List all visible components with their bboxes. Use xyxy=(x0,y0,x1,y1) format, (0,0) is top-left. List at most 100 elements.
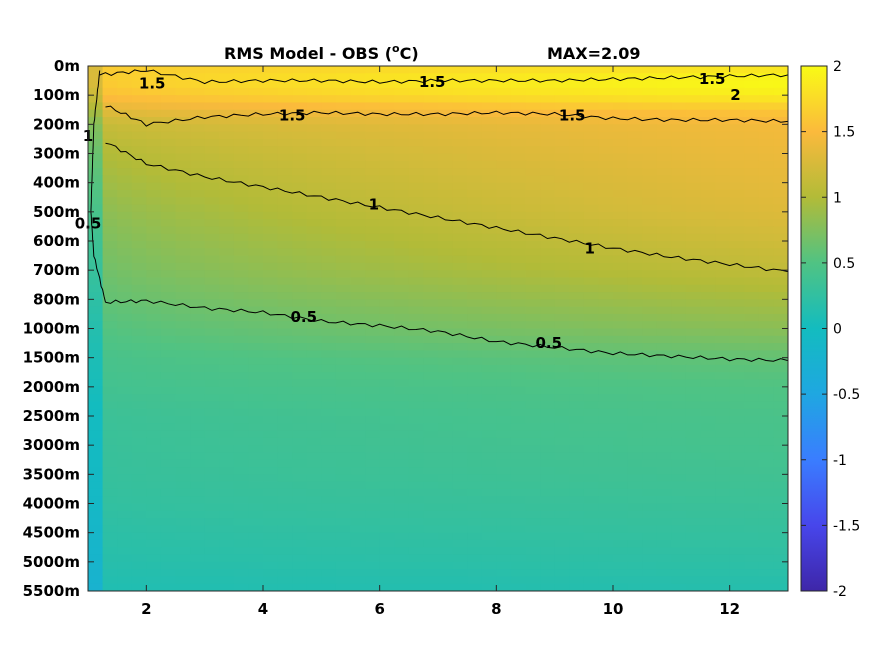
heatmap-cell xyxy=(146,255,162,264)
heatmap-cell xyxy=(88,576,104,585)
heatmap-cell xyxy=(306,437,322,446)
heatmap-cell xyxy=(204,284,220,293)
heatmap-cell xyxy=(467,518,483,526)
heatmap-cell xyxy=(379,561,395,570)
heatmap-cell xyxy=(408,525,425,534)
heatmap-cell xyxy=(292,518,308,526)
heatmap-cell xyxy=(438,364,454,373)
heatmap-cell xyxy=(758,394,775,403)
heatmap-cell xyxy=(438,401,454,410)
heatmap-cell xyxy=(350,372,366,381)
heatmap-cell xyxy=(204,394,220,403)
heatmap-cell xyxy=(729,138,745,147)
heatmap-cell xyxy=(423,233,439,242)
heatmap-cell xyxy=(554,233,570,242)
heatmap-cell xyxy=(481,204,497,213)
heatmap-cell xyxy=(627,182,643,191)
heatmap-cell xyxy=(540,262,556,271)
heatmap-cell xyxy=(88,394,104,403)
heatmap-cell xyxy=(233,350,250,359)
heatmap-cell xyxy=(467,189,483,198)
heatmap-cell xyxy=(408,328,425,337)
heatmap-cell xyxy=(656,554,672,563)
heatmap-cell xyxy=(102,233,118,242)
heatmap-cell xyxy=(292,372,308,381)
heatmap-cell xyxy=(452,95,468,104)
heatmap-cell xyxy=(408,335,425,344)
heatmap-cell xyxy=(656,262,672,271)
heatmap-cell xyxy=(219,211,235,220)
contour-label: 1.5 xyxy=(699,70,726,88)
heatmap-cell xyxy=(540,386,556,395)
heatmap-cell xyxy=(700,583,716,591)
heatmap-cell xyxy=(569,284,585,293)
heatmap-cell xyxy=(263,343,279,351)
heatmap-cell xyxy=(350,583,366,591)
heatmap-cell xyxy=(263,576,279,585)
heatmap-cell xyxy=(540,488,556,497)
heatmap-cell xyxy=(160,168,177,176)
heatmap-cell xyxy=(277,364,293,373)
heatmap-cell xyxy=(306,102,322,111)
heatmap-cell xyxy=(656,313,672,322)
heatmap-cell xyxy=(394,204,410,213)
heatmap-cell xyxy=(510,211,527,220)
heatmap-cell xyxy=(467,386,483,395)
heatmap-cell xyxy=(321,66,337,74)
heatmap-cell xyxy=(671,241,687,249)
heatmap-cell xyxy=(744,66,760,74)
heatmap-cell xyxy=(350,423,366,432)
heatmap-cell xyxy=(160,379,177,388)
heatmap-cell xyxy=(642,146,658,155)
heatmap-cell xyxy=(729,277,745,286)
heatmap-cell xyxy=(467,357,483,366)
heatmap-cell xyxy=(598,95,614,104)
heatmap-cell xyxy=(350,547,366,556)
heatmap-cell xyxy=(642,423,658,432)
heatmap-cell xyxy=(656,350,672,359)
heatmap-cell xyxy=(350,554,366,563)
heatmap-cell xyxy=(642,241,658,249)
heatmap-cell xyxy=(233,576,250,585)
heatmap-cell xyxy=(292,467,308,475)
heatmap-cell xyxy=(656,146,672,155)
heatmap-cell xyxy=(569,197,585,206)
heatmap-cell xyxy=(394,73,410,82)
heatmap-cell xyxy=(190,124,206,133)
heatmap-cell xyxy=(335,379,352,388)
heatmap-cell xyxy=(481,138,497,147)
heatmap-cell xyxy=(321,525,337,534)
heatmap-cell xyxy=(671,569,687,578)
heatmap-cell xyxy=(496,576,512,585)
heatmap-cell xyxy=(569,175,585,184)
heatmap-cell xyxy=(335,350,352,359)
heatmap-cell xyxy=(583,488,600,497)
heatmap-cell xyxy=(671,510,687,519)
heatmap-cell xyxy=(656,328,672,337)
heatmap-cell xyxy=(248,503,264,512)
heatmap-cell xyxy=(335,241,352,249)
heatmap-cell xyxy=(263,189,279,198)
heatmap-cell xyxy=(554,160,570,169)
heatmap-cell xyxy=(263,284,279,293)
heatmap-cell xyxy=(540,379,556,388)
heatmap-cell xyxy=(583,372,600,381)
heatmap-cell xyxy=(496,197,512,206)
heatmap-cell xyxy=(117,241,133,249)
heatmap-cell xyxy=(685,372,702,381)
heatmap-cell xyxy=(88,80,104,89)
heatmap-cell xyxy=(219,233,235,242)
heatmap-cell xyxy=(102,204,118,213)
heatmap-cell xyxy=(613,583,629,591)
heatmap-cell xyxy=(700,503,716,512)
heatmap-cell xyxy=(306,445,322,454)
heatmap-cell xyxy=(379,496,395,505)
heatmap-cell xyxy=(233,467,250,475)
heatmap-cell xyxy=(773,459,788,468)
heatmap-cell xyxy=(627,481,643,490)
heatmap-cell xyxy=(408,554,425,563)
heatmap-cell xyxy=(613,386,629,395)
heatmap-cell xyxy=(394,197,410,206)
heatmap-cell xyxy=(131,284,147,293)
heatmap-cell xyxy=(715,459,731,468)
